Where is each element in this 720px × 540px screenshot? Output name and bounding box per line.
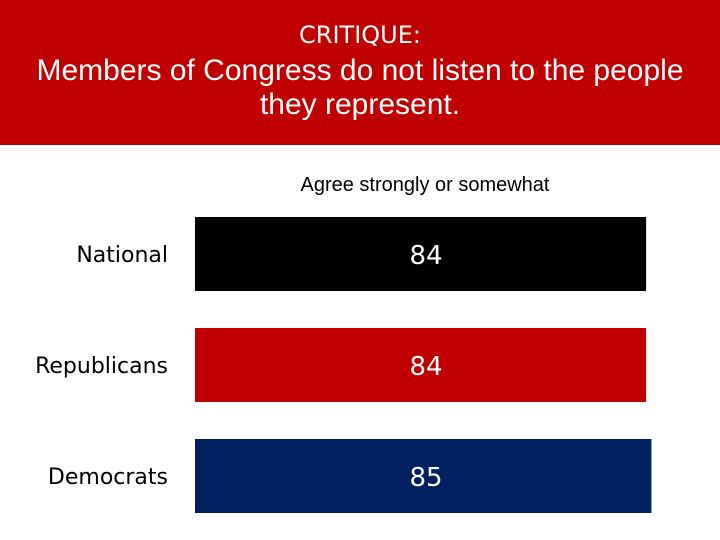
category-label-republicans: Republicans [35,354,168,379]
category-label-democrats: Democrats [48,465,168,490]
bar-national [195,217,647,291]
value-label-democrats: 85 [409,463,442,493]
chart-headline: Members of Congress do not listen to the… [36,54,684,121]
title-banner: CRITIQUE: Members of Congress do not lis… [0,0,720,145]
value-label-national: 84 [409,241,442,271]
chart-subtitle: Agree strongly or somewhat [300,174,550,196]
bar-democrats [195,439,652,513]
category-label-national: National [76,243,168,268]
critique-label: CRITIQUE: [299,21,421,49]
bar-chart: National 84 Republicans 84 Democrats 85 [35,217,652,513]
bar-republicans [195,328,647,402]
value-label-republicans: 84 [409,352,442,382]
